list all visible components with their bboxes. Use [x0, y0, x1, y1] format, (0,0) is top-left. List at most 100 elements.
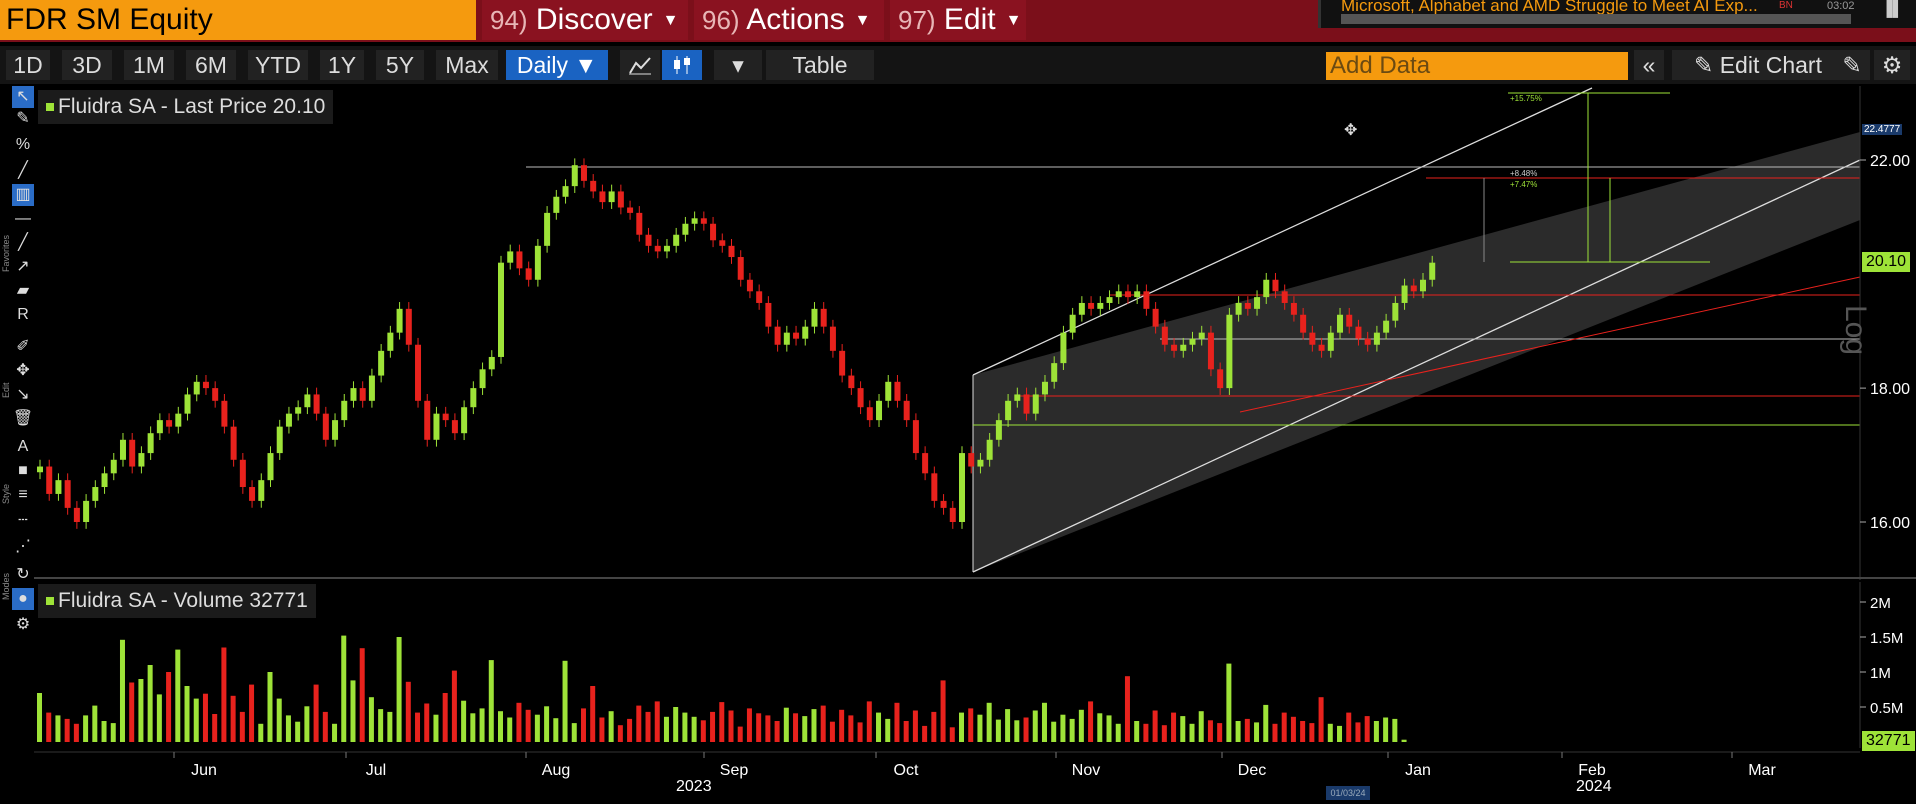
- volume-bar: [599, 718, 604, 743]
- candle-body: [572, 165, 578, 186]
- volume-bar: [1051, 722, 1056, 742]
- volume-bar: [1014, 720, 1019, 742]
- candle-body: [231, 427, 237, 460]
- volume-bar: [46, 713, 51, 742]
- log-scale-label[interactable]: Log: [1838, 305, 1872, 355]
- candle-body: [784, 333, 790, 345]
- candle-body: [332, 420, 338, 440]
- channel-band[interactable]: [973, 132, 1860, 572]
- candle-body: [1042, 382, 1048, 395]
- volume-bar: [277, 699, 282, 742]
- volume-bar: [231, 696, 236, 742]
- candle-body: [747, 280, 753, 292]
- volume-bar: [904, 721, 909, 742]
- candle-body: [138, 453, 144, 466]
- volume-bar: [627, 719, 632, 742]
- candle-body: [1060, 333, 1066, 363]
- volume-bar: [876, 713, 881, 742]
- volume-bar: [221, 648, 226, 743]
- volume-bar: [1319, 697, 1324, 742]
- candle-body: [516, 251, 522, 268]
- candle-body: [268, 453, 274, 480]
- candle-body: [157, 420, 163, 433]
- volume-bar: [775, 721, 780, 742]
- candle-body: [738, 257, 744, 280]
- volume-bar: [1088, 701, 1093, 742]
- candle-body: [1337, 315, 1343, 333]
- volume-bar: [1392, 719, 1397, 742]
- volume-bar: [701, 720, 706, 742]
- month-labels: Jun Jul Aug Sep Oct Nov Dec Jan Feb Mar: [174, 752, 1776, 779]
- volume-bar: [894, 703, 899, 742]
- candle-body: [1107, 297, 1113, 303]
- candle-body: [1309, 333, 1315, 345]
- candle-body: [1097, 303, 1103, 309]
- candle-body: [406, 309, 412, 345]
- series-color-swatch: [46, 597, 54, 605]
- candle-body: [553, 197, 559, 213]
- candle-body: [424, 401, 430, 440]
- candle-body: [876, 401, 882, 420]
- volume-bar: [1282, 713, 1287, 742]
- volume-bar: [950, 727, 955, 742]
- volume-bar: [452, 671, 457, 742]
- last-price-tag: 20.10: [1862, 252, 1910, 272]
- candle-body: [111, 460, 117, 474]
- candle-body: [719, 240, 725, 246]
- volume-bar: [258, 724, 263, 742]
- volume-bar: [507, 718, 512, 743]
- candle-body: [1051, 363, 1057, 382]
- candle-body: [83, 501, 89, 522]
- volume-tick-label: 1M: [1870, 665, 1891, 682]
- volume-bar: [977, 715, 982, 742]
- volume-bar: [913, 711, 918, 743]
- volume-bar: [646, 712, 651, 742]
- volume-bar: [1060, 715, 1065, 742]
- price-legend[interactable]: Fluidra SA - Last Price 20.10: [38, 90, 333, 124]
- volume-bar: [959, 713, 964, 742]
- candle-body: [129, 440, 135, 467]
- candle-body: [682, 224, 688, 235]
- candle-body: [1079, 303, 1085, 315]
- candle-body: [977, 460, 983, 467]
- candle-body: [1374, 333, 1380, 345]
- volume-bar: [526, 710, 531, 742]
- volume-bar: [1328, 724, 1333, 742]
- volume-bar: [1355, 722, 1360, 742]
- volume-bar: [369, 697, 374, 742]
- volume-bar: [1162, 725, 1167, 742]
- year-label-2023: 2023: [676, 778, 712, 796]
- candle-body: [793, 333, 799, 339]
- channel-label-2: +8.48%: [1510, 169, 1537, 178]
- volume-legend[interactable]: Fluidra SA - Volume 32771: [38, 584, 316, 618]
- month-label: Feb: [1578, 762, 1606, 779]
- candle-body: [627, 207, 633, 212]
- volume-bar: [1180, 716, 1185, 742]
- candle-body: [1383, 321, 1389, 333]
- candle-body: [240, 460, 246, 487]
- volume-bar: [682, 713, 687, 742]
- volume-bar: [1125, 676, 1130, 742]
- volume-bar: [1309, 723, 1314, 742]
- candle-body: [1236, 303, 1242, 315]
- candle-body: [1199, 333, 1205, 339]
- volume-bar: [92, 706, 97, 742]
- volume-bar: [692, 717, 697, 742]
- volume-bar: [1070, 719, 1075, 742]
- volume-bar: [415, 713, 420, 742]
- volume-bar: [323, 712, 328, 742]
- candle-body: [618, 191, 624, 207]
- candle-body: [885, 382, 891, 401]
- volume-bar: [55, 715, 60, 742]
- candle-body: [1024, 394, 1030, 413]
- volume-bar: [1190, 724, 1195, 742]
- candle-body: [74, 508, 80, 522]
- candle-body: [931, 473, 937, 501]
- volume-bar: [406, 682, 411, 742]
- volume-bar: [360, 648, 365, 742]
- volume-bar: [1226, 664, 1231, 742]
- candle-body: [775, 327, 781, 345]
- volume-series[interactable]: [37, 636, 1407, 742]
- candle-body: [904, 401, 910, 420]
- volume-bar: [350, 680, 355, 742]
